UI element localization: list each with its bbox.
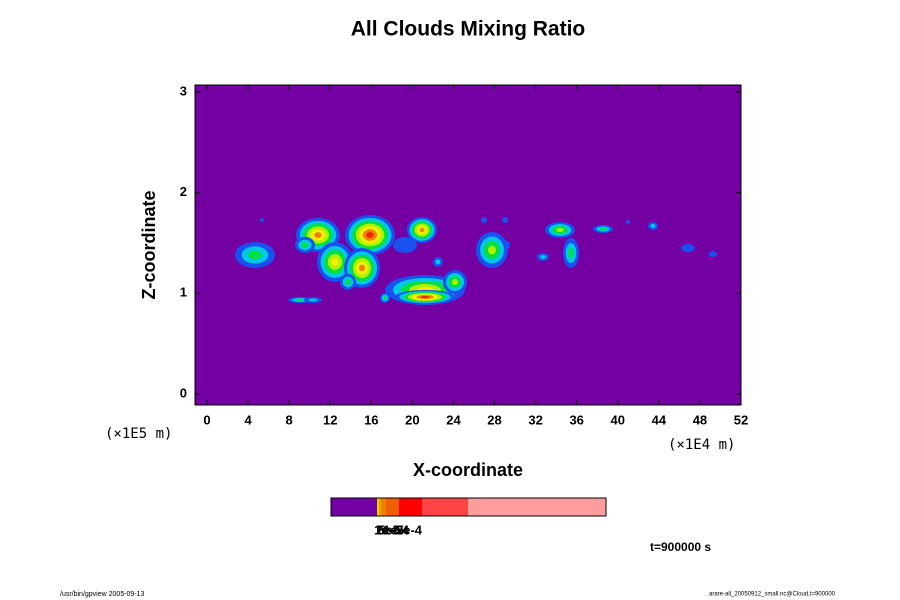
time-label: t=900000 s: [650, 540, 711, 554]
cloud-contour: [419, 227, 425, 233]
x-tick-label: 48: [693, 412, 707, 427]
colorbar-label: 2e-5: [376, 522, 402, 537]
x-tick-label: 36: [569, 412, 583, 427]
cloud-contour: [420, 296, 430, 298]
cloud-contour: [331, 258, 339, 266]
colorbar-swatch: [377, 498, 379, 516]
cloud-contour: [709, 251, 717, 257]
plot-background: [195, 85, 741, 405]
cloud-contour: [502, 217, 508, 223]
cloud-contour: [650, 224, 656, 228]
cloud-contour: [452, 279, 458, 285]
plot-frame: [194, 84, 742, 406]
cloud-contour: [296, 299, 304, 301]
colorbar-label: 2e-4: [396, 522, 423, 537]
colorbar-label: 1e-5: [374, 522, 400, 537]
x-tick-label: 16: [364, 412, 378, 427]
cloud-contour: [260, 218, 264, 222]
x-tick-label: 12: [323, 412, 337, 427]
cloud-contour: [308, 298, 318, 302]
cloud-contour: [568, 248, 574, 258]
cloud-contour: [556, 228, 564, 232]
x-tick-label: 32: [528, 412, 542, 427]
cloud-contour: [626, 220, 630, 224]
cloud-contour: [488, 245, 496, 255]
cloud-contour: [681, 244, 695, 252]
colorbar-frame: [330, 497, 607, 517]
x-tick-label: 8: [286, 412, 293, 427]
cloud-contour: [504, 241, 510, 249]
cloud-contour: [248, 250, 262, 260]
x-unit: (×1E4 m): [668, 437, 735, 453]
cloud-contour: [359, 264, 365, 272]
colorbar-swatch: [399, 498, 422, 516]
colorbar-swatch: [379, 498, 381, 516]
cloud-contour: [481, 217, 487, 223]
colorbar-swatch: [422, 498, 468, 516]
footer-left: /usr/bin/gpview 2005-09-13: [60, 591, 145, 598]
x-tick-label: 52: [734, 412, 748, 427]
cloud-contour: [345, 279, 351, 285]
x-tick-label: 28: [487, 412, 501, 427]
cloud-contour: [435, 259, 441, 265]
y-tick-label: 1: [180, 285, 187, 300]
y-unit: (×1E5 m): [105, 426, 172, 442]
y-tick-label: 3: [180, 83, 187, 98]
x-tick-label: 44: [652, 412, 667, 427]
cloud-contour: [599, 227, 607, 231]
colorbar-swatch: [386, 498, 399, 516]
x-tick-label: 0: [203, 412, 210, 427]
x-tick-label: 24: [446, 412, 461, 427]
y-tick-label: 2: [180, 184, 187, 199]
cloud-contour: [383, 296, 387, 300]
x-axis-label: X-coordinate: [413, 460, 523, 480]
cloud-contour: [314, 232, 322, 238]
x-tick-label: 20: [405, 412, 419, 427]
colorbar-swatch: [381, 498, 386, 516]
cloud-contour: [540, 255, 546, 259]
colorbar-swatch: [331, 498, 377, 516]
y-tick-label: 0: [180, 385, 187, 400]
x-tick-label: 40: [611, 412, 625, 427]
colorbar-swatch: [468, 498, 606, 516]
y-axis-label: Z-coordinate: [139, 190, 159, 299]
x-tick-label: 4: [244, 412, 252, 427]
chart-title: All Clouds Mixing Ratio: [351, 18, 586, 41]
cloud-contour: [301, 242, 309, 248]
colorbar-label: 5e-5: [378, 522, 404, 537]
cloud-contour: [393, 237, 417, 253]
colorbar-label: 1e-4: [383, 522, 410, 537]
footer-right: arare-all_20050912_small.nc@Cloud,t=9000…: [709, 592, 836, 598]
cloud-contour: [366, 232, 374, 238]
